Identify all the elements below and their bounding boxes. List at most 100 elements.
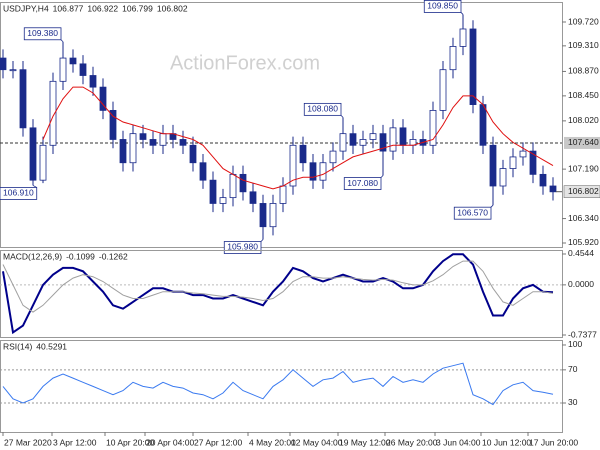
y-tick-label: 106.340 bbox=[568, 213, 599, 223]
candle-body bbox=[369, 133, 377, 140]
y-tick-label: 109.720 bbox=[568, 16, 599, 26]
annotation-label: 108.080 bbox=[307, 104, 338, 114]
candle-body bbox=[229, 173, 237, 199]
annotation-connector bbox=[260, 239, 264, 242]
header-value: 106.799 bbox=[122, 3, 153, 13]
header-value: 106.877 bbox=[53, 3, 84, 13]
header-value: 106.802 bbox=[157, 3, 188, 13]
header-value: -0.1099 bbox=[66, 251, 95, 261]
candle-body bbox=[269, 203, 277, 228]
y-tick-label: 109.310 bbox=[568, 40, 599, 50]
candle-body bbox=[529, 150, 537, 175]
annotation-connector bbox=[60, 39, 64, 43]
candle-body bbox=[69, 57, 77, 65]
candle-body bbox=[519, 150, 527, 158]
x-tick-label: 19 May 12:00 bbox=[339, 437, 391, 447]
candle-body bbox=[9, 69, 17, 72]
candle-body bbox=[219, 197, 227, 204]
y-tick-label: -0.7377 bbox=[568, 329, 597, 339]
annotation-box bbox=[303, 102, 342, 116]
x-tick-label: 26 May 20:00 bbox=[386, 437, 438, 447]
candle-body bbox=[429, 109, 437, 146]
candle-body bbox=[39, 144, 47, 181]
candle-body bbox=[319, 162, 327, 181]
panel-frame bbox=[0, 250, 563, 338]
x-tick-label: 27 Mar 2020 bbox=[4, 437, 52, 447]
candle-body bbox=[259, 203, 267, 228]
last-price-label: 106.802 bbox=[568, 186, 599, 196]
panel-title: MACD(12,26,9) bbox=[3, 251, 62, 261]
header-value: 40.5291 bbox=[36, 341, 67, 351]
candle-body bbox=[99, 86, 107, 111]
candle-body bbox=[379, 133, 387, 152]
candle-body bbox=[469, 28, 477, 105]
annotation-box bbox=[453, 206, 492, 220]
candle-body bbox=[49, 80, 57, 146]
candle-body bbox=[489, 144, 497, 187]
annotation-box bbox=[343, 177, 382, 190]
x-tick-label: 10 Apr 20:00 bbox=[106, 437, 154, 447]
candle-body bbox=[329, 150, 337, 164]
candle-body bbox=[129, 133, 137, 164]
level-label: 107.640 bbox=[568, 137, 599, 147]
header-value: 106.922 bbox=[87, 3, 118, 13]
annotation-connector bbox=[460, 12, 464, 15]
annotation-connector bbox=[490, 204, 494, 208]
candle-body bbox=[179, 139, 187, 146]
candle-body bbox=[289, 144, 297, 187]
x-tick-label: 17 Jun 20:00 bbox=[529, 437, 578, 447]
watermark: ActionForex.com bbox=[170, 52, 320, 74]
candle-body bbox=[59, 57, 67, 82]
candle-body bbox=[19, 69, 27, 129]
candle-body bbox=[89, 75, 97, 88]
candle-body bbox=[479, 104, 487, 146]
header-value: -0.1262 bbox=[99, 251, 128, 261]
y-tick-label: 0.0000 bbox=[568, 279, 594, 289]
candle-body bbox=[189, 144, 197, 164]
macd-line bbox=[2, 253, 554, 335]
candle-body bbox=[359, 139, 367, 146]
candle-body bbox=[459, 28, 467, 47]
candle-body bbox=[499, 168, 507, 187]
candle-body bbox=[549, 185, 557, 193]
annotation-box bbox=[0, 187, 38, 200]
candle-body bbox=[79, 63, 87, 76]
annotation-label: 106.570 bbox=[457, 207, 488, 217]
candle-body bbox=[349, 133, 357, 146]
candle-body bbox=[509, 156, 517, 169]
x-tick-label: 10 Jun 12:00 bbox=[482, 437, 531, 447]
annotation-label: 109.850 bbox=[427, 1, 458, 11]
candle-body bbox=[109, 109, 117, 140]
annotation-label: 105.980 bbox=[227, 242, 258, 252]
x-tick-label: 12 May 04:00 bbox=[291, 437, 343, 447]
y-tick-label: 108.020 bbox=[568, 115, 599, 125]
y-tick-label: 100 bbox=[568, 339, 582, 349]
candle-body bbox=[339, 133, 347, 152]
candle-body bbox=[399, 127, 407, 146]
panel-title: RSI(14) bbox=[3, 341, 32, 351]
x-tick-label: 3 Jun 04:00 bbox=[436, 437, 481, 447]
annotation-label: 109.380 bbox=[27, 28, 58, 38]
annotation-box bbox=[23, 27, 62, 41]
y-tick-label: 70 bbox=[568, 364, 578, 374]
signal-line bbox=[2, 260, 554, 313]
annotation-connector bbox=[32, 185, 37, 188]
candle-body bbox=[309, 162, 317, 181]
candle-body bbox=[539, 173, 547, 187]
candle-body bbox=[389, 127, 397, 152]
candle-body bbox=[449, 46, 457, 71]
level-label-box bbox=[564, 136, 600, 149]
candle-body bbox=[239, 173, 247, 193]
candle-body bbox=[29, 127, 37, 181]
x-tick-label: 20 Apr 04:00 bbox=[146, 437, 194, 447]
moving-average bbox=[42, 86, 554, 190]
y-tick-label: 30 bbox=[568, 397, 578, 407]
candle-body bbox=[149, 139, 157, 146]
x-tick-label: 3 Apr 12:00 bbox=[53, 437, 97, 447]
panel-frame bbox=[0, 2, 563, 248]
candle-body bbox=[199, 162, 207, 181]
rsi-line bbox=[2, 362, 554, 406]
annotation-label: 106.910 bbox=[3, 188, 34, 198]
y-tick-label: 107.190 bbox=[568, 163, 599, 173]
